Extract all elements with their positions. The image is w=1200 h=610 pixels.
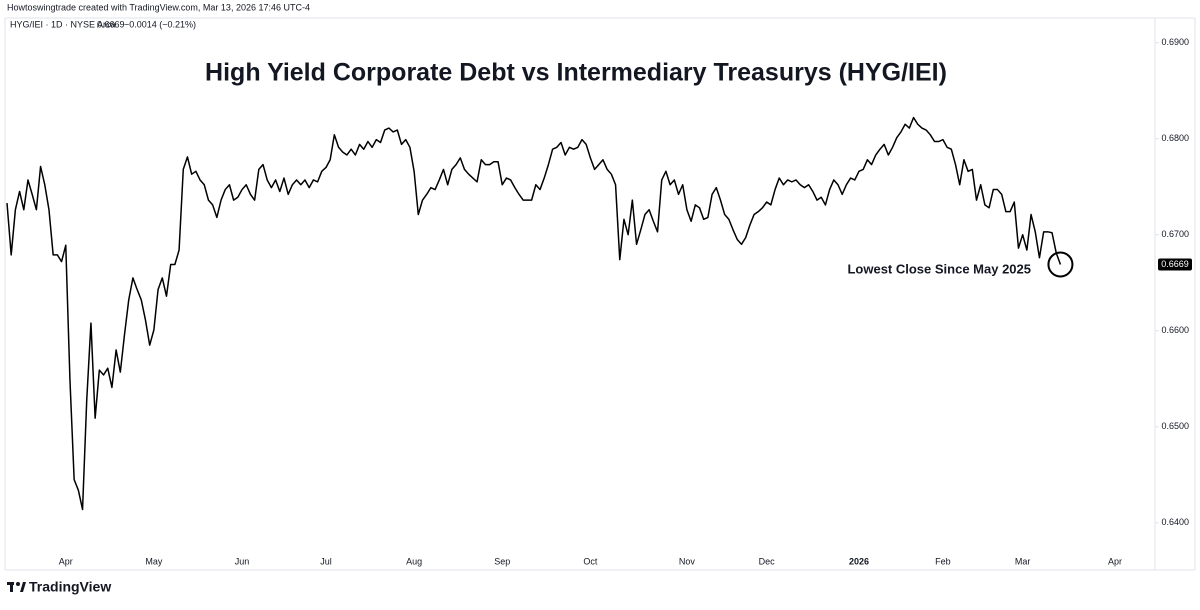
annotation-circle <box>1047 251 1074 278</box>
chart-title: High Yield Corporate Debt vs Intermediar… <box>205 59 947 87</box>
logo-mark <box>20 582 26 592</box>
header: Howtoswingtrade created with TradingView… <box>7 2 310 12</box>
x-tick-label: Dec <box>759 556 776 566</box>
logo: TradingView <box>7 579 111 595</box>
x-tick-label: Jul <box>320 556 332 566</box>
last-price-label: 0.6669 <box>1161 259 1189 269</box>
x-tick-label: Apr <box>1108 556 1122 566</box>
y-tick-label: 0.6700 <box>1161 229 1189 239</box>
price-line <box>6 116 1062 511</box>
x-tick-label: Jun <box>235 556 250 566</box>
y-tick-label: 0.6600 <box>1161 325 1189 335</box>
x-tick-label: Sep <box>494 556 510 566</box>
logo-mark <box>10 582 13 592</box>
y-tick-label: 0.6500 <box>1161 421 1189 431</box>
x-tick-label: Oct <box>583 556 598 566</box>
logo-mark <box>16 582 20 586</box>
x-tick-label: Feb <box>935 556 951 566</box>
legend-price: 0.6669 <box>97 19 125 29</box>
x-tick-label: Aug <box>406 556 422 566</box>
annotation: Lowest Close Since May 2025 <box>847 261 1031 276</box>
x-tick-label: 2026 <box>849 556 869 566</box>
legend-change: −0.0014 (−0.21%) <box>124 19 196 29</box>
x-tick-label: May <box>145 556 163 566</box>
brand: TradingView <box>29 579 111 595</box>
legend-symbol: HYG/IEI · 1D · NYSE Arca <box>10 19 116 29</box>
x-tick-label: Nov <box>679 556 696 566</box>
y-tick-label: 0.6900 <box>1161 37 1189 47</box>
y-tick-label: 0.6800 <box>1161 133 1189 143</box>
last-price-tag <box>1158 258 1192 271</box>
x-tick-label: Apr <box>59 556 73 566</box>
y-tick-label: 0.6400 <box>1161 517 1189 527</box>
x-tick-label: Mar <box>1015 556 1031 566</box>
